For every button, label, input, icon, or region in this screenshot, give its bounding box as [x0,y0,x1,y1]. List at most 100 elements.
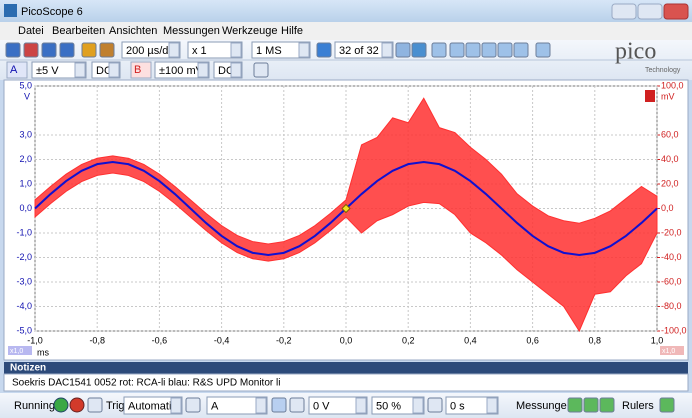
title-bar [0,0,692,22]
tool-icon[interactable] [99,42,115,58]
x-tick-label: 0,0 [340,335,353,345]
measurement-button[interactable] [599,397,615,413]
trigger-icon[interactable] [87,397,103,413]
measurements-label: Messungen [516,400,573,412]
zoom-field-arrow[interactable] [230,42,242,58]
maximize-button[interactable] [637,3,663,20]
trigger-mode-select-text: Automatis [128,400,177,412]
logo: pico [615,39,656,65]
start-button[interactable] [53,397,69,413]
window-title: PicoScope 6 [21,6,83,18]
channel-badge[interactable] [6,61,28,79]
stop-button[interactable] [69,397,85,413]
signal-generator[interactable] [253,62,269,78]
view-tool[interactable] [513,42,529,58]
trigger-source-select-text: A [211,400,219,412]
y-tick-label: 0,0 [19,203,32,213]
x-tick-label: -0,2 [276,335,292,345]
range-select-arrow[interactable] [74,62,86,78]
delay-field-text: 0 s [450,400,465,412]
menu-item: Ansichten [109,25,157,37]
y2-tick-label: -100,0 [661,325,687,335]
channel-name: B [134,64,141,76]
coupling-select-arrow[interactable] [108,62,120,78]
trigger-source-select[interactable] [206,396,268,415]
y2-tick-label: 0,0 [661,203,674,213]
view-tool[interactable] [497,42,513,58]
samples-field-text: 1 MS [256,45,282,57]
falling-edge[interactable] [289,397,305,413]
timebase-select-arrow[interactable] [168,42,180,58]
coupling-select-text: DC [96,65,112,77]
channel-badge[interactable] [130,61,152,79]
trigger-level-field[interactable] [308,396,368,415]
close-button[interactable] [663,3,689,20]
x-axis-unit: ms [37,347,49,357]
zoom-field-text: x 1 [192,45,207,57]
view-tool[interactable] [431,42,447,58]
zoom-badge [660,346,684,355]
range-select[interactable] [154,61,210,79]
tool-icon[interactable] [5,42,21,58]
pre-trigger-field-arrow[interactable] [412,397,424,414]
y-tick-label: -4,0 [16,301,32,311]
view-tool[interactable] [449,42,465,58]
menu-bar [0,22,692,40]
prev-buffer[interactable] [316,42,332,58]
samples-field-arrow[interactable] [298,42,310,58]
range-select[interactable] [31,61,87,79]
y-tick-label: 1,0 [19,178,32,188]
y2-tick-label: -60,0 [661,276,682,286]
channel-b-trace [34,97,658,333]
tool-icon[interactable] [23,42,39,58]
notes-body [3,373,689,392]
channel-b-marker [645,90,655,102]
coupling-select-arrow[interactable] [230,62,242,78]
x-tick-label: -0,4 [214,335,230,345]
range-select-text: ±5 V [36,65,59,77]
x-tick-label: 1,0 [651,335,664,345]
trigger-level-field-arrow[interactable] [355,397,367,414]
measurement-button[interactable] [567,397,583,413]
y2-tick-label: 100,0 [661,80,684,90]
view-tool[interactable] [481,42,497,58]
y-tick-label: 3,0 [19,129,32,139]
rulers-button[interactable] [659,397,675,413]
next-buffer[interactable] [395,42,411,58]
range-select-arrow[interactable] [197,62,209,78]
y-tick-label: -3,0 [16,276,32,286]
measurement-button[interactable] [583,397,599,413]
tool-icon[interactable] [41,42,57,58]
view-tool[interactable] [465,42,481,58]
minimize-button[interactable] [611,3,637,20]
tool-icon[interactable] [81,42,97,58]
buffer-field[interactable] [334,41,394,59]
trigger-mode-select[interactable] [123,396,183,415]
rising-edge[interactable] [271,397,287,413]
delay-field-arrow[interactable] [486,397,498,414]
timebase-select[interactable] [121,41,181,59]
notes-text: Soekris DAC1541 0052 rot: RCA-li blau: R… [12,378,280,389]
buffer-field-arrow[interactable] [381,42,393,58]
range-select-text: ±100 mV [159,65,204,77]
menu-item: Bearbeiten [52,25,105,37]
view-tool[interactable] [535,42,551,58]
trigger-type[interactable] [185,397,201,413]
samples-field[interactable] [251,41,311,59]
delay-field[interactable] [445,396,499,415]
tool-icon[interactable] [59,42,75,58]
run-status: Running [14,400,55,412]
delay-icon[interactable] [427,397,443,413]
rulers-label: Rulers [622,400,654,412]
trigger-source-select-arrow[interactable] [255,397,267,414]
menu-item: Werkzeuge [222,25,277,37]
trigger-mode-select-arrow[interactable] [170,397,182,414]
pre-trigger-field[interactable] [371,396,425,415]
app-icon [4,4,17,17]
y2-tick-label: -80,0 [661,301,682,311]
y2-tick-label: 40,0 [661,154,679,164]
zoom-field[interactable] [187,41,243,59]
stop-icon[interactable] [411,42,427,58]
y2-tick-label: -40,0 [661,252,682,262]
y2-tick-label: 60,0 [661,129,679,139]
